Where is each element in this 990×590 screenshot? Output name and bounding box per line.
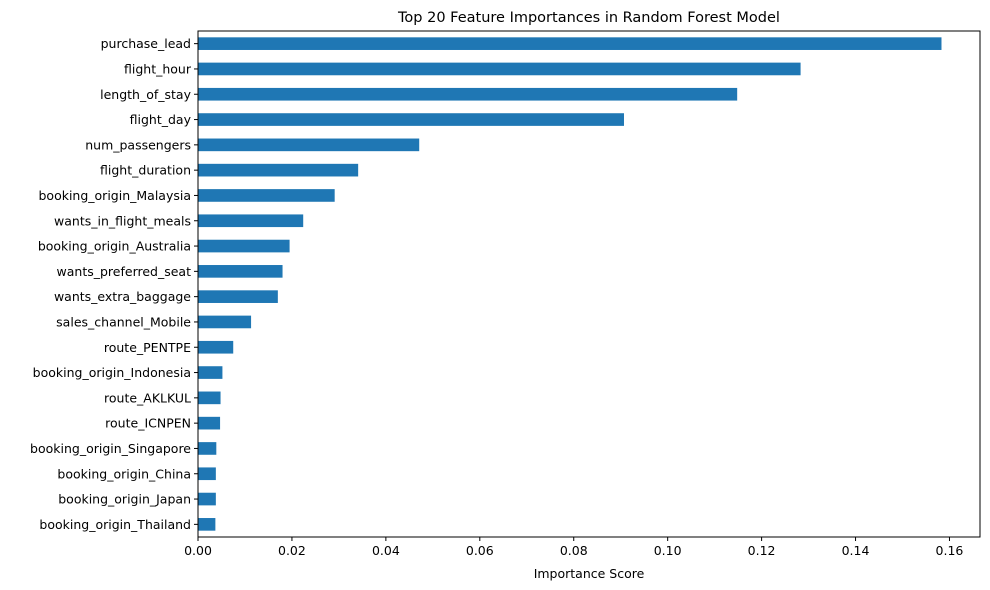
x-tick-label: 0.16 bbox=[936, 543, 964, 558]
bar-wants-preferred-seat bbox=[198, 265, 283, 278]
y-tick-label: booking_origin_Malaysia bbox=[38, 188, 191, 203]
y-tick-label: route_AKLKUL bbox=[104, 390, 191, 405]
bar-flight-hour bbox=[198, 62, 801, 76]
x-tick-label: 0.04 bbox=[372, 543, 400, 558]
bar-booking-origin-indonesia bbox=[198, 366, 223, 379]
y-axis-ticks: purchase_lead flight_hour length_of_stayfl… bbox=[30, 36, 198, 532]
bar-route-aklkul bbox=[198, 391, 221, 405]
bar-wants-in-flight-meals bbox=[198, 214, 304, 228]
y-tick-label: booking_origin_Thailand bbox=[39, 517, 191, 532]
y-tick-label: length_of_stay bbox=[100, 87, 191, 102]
bar-route-icnpen bbox=[198, 416, 221, 430]
y-tick-label: route_PENTPE bbox=[104, 340, 191, 355]
bar-route-pentpe bbox=[198, 340, 234, 354]
x-axis-ticks: 0.00 0.02 0.04 0.06 0.08 0.10 0.12 0.14 0.16 bbox=[184, 537, 963, 558]
y-tick-label: flight_duration bbox=[100, 163, 191, 178]
plot-frame bbox=[197, 30, 981, 538]
bar-wants-extra-baggage bbox=[198, 290, 278, 303]
y-tick-label: wants_in_flight_meals bbox=[54, 213, 191, 228]
bar-booking-origin-china bbox=[198, 467, 216, 481]
bar-booking-origin-australia bbox=[198, 239, 290, 253]
y-tick-label: booking_origin_China bbox=[57, 466, 191, 481]
y-tick-label: num_passengers bbox=[85, 137, 191, 152]
bar-num-passengers bbox=[198, 138, 420, 152]
bar-booking-origin-thailand bbox=[198, 518, 216, 531]
y-tick-label: wants_extra_baggage bbox=[54, 289, 191, 304]
y-tick-label: booking_origin_Singapore bbox=[30, 441, 191, 456]
y-tick-label: route_ICNPEN bbox=[105, 416, 191, 431]
bar-booking-origin-malaysia bbox=[198, 189, 335, 202]
x-tick-label: 0.10 bbox=[654, 543, 682, 558]
y-tick-label: flight_hour bbox=[124, 61, 192, 76]
y-tick-label: booking_origin_Japan bbox=[58, 492, 191, 507]
x-tick-label: 0.00 bbox=[184, 543, 212, 558]
x-tick-label: 0.06 bbox=[466, 543, 494, 558]
y-tick-label: purchase_lead bbox=[101, 36, 191, 51]
bar-flight-duration bbox=[198, 163, 359, 177]
bar-sales-channel-mobile bbox=[198, 315, 252, 329]
y-tick-label: booking_origin_Indonesia bbox=[33, 365, 191, 380]
x-tick-label: 0.02 bbox=[278, 543, 306, 558]
x-tick-label: 0.12 bbox=[748, 543, 776, 558]
bar-booking-origin-singapore bbox=[198, 442, 217, 455]
x-tick-label: 0.08 bbox=[560, 543, 588, 558]
y-tick-label: wants_preferred_seat bbox=[57, 264, 192, 279]
chart-title: Top 20 Feature Importances in Random For… bbox=[397, 10, 780, 26]
bar-flight-day bbox=[198, 113, 624, 126]
x-tick-label: 0.14 bbox=[842, 543, 870, 558]
x-axis-label: Importance Score bbox=[534, 566, 645, 581]
y-tick-label: booking_origin_Australia bbox=[38, 239, 191, 254]
bar-booking-origin-japan bbox=[198, 492, 216, 506]
bar-purchase-lead bbox=[198, 37, 942, 50]
bars-group bbox=[198, 37, 942, 531]
bar-length-of-stay bbox=[198, 87, 738, 101]
y-tick-label: sales_channel_Mobile bbox=[56, 314, 191, 329]
y-tick-label: flight_day bbox=[130, 112, 192, 127]
